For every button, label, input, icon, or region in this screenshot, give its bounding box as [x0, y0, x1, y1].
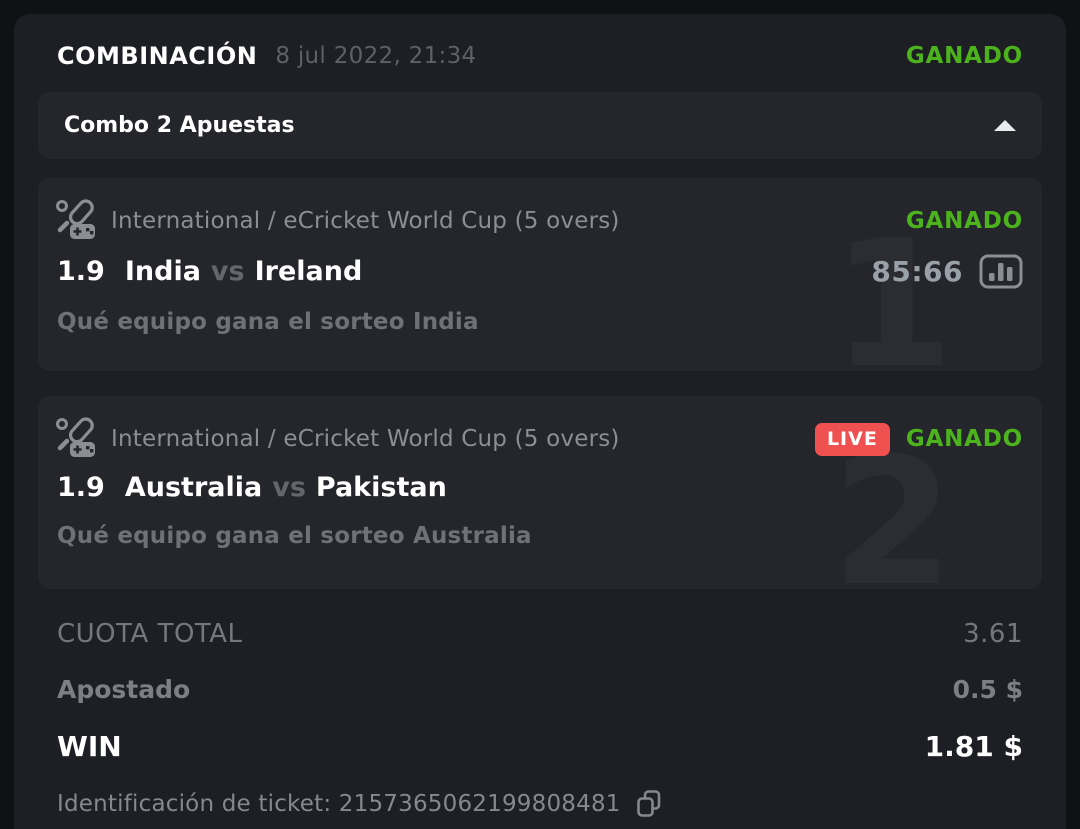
chevron-up-icon[interactable]	[994, 120, 1016, 131]
vs-separator: vs	[210, 256, 245, 287]
ticket-date: 8 jul 2022, 21:34	[275, 43, 477, 69]
odds-value: 1.9	[57, 256, 105, 287]
bet-status-badge: GANADO	[905, 426, 1023, 452]
ticket-id: Identificación de ticket: 21573650621998…	[57, 791, 621, 817]
total-odds-label: CUOTA TOTAL	[57, 619, 243, 649]
odds-value: 1.9	[57, 472, 105, 503]
win-label: WIN	[57, 730, 122, 763]
win-value: 1.81 $	[924, 730, 1023, 763]
stake-label: Apostado	[57, 675, 191, 704]
market-description: Qué equipo gana el sorteo India	[57, 309, 479, 335]
ticket-summary: CUOTA TOTAL 3.61 Apostado 0.5 $ WIN 1.81…	[38, 619, 1042, 819]
combo-label: Combo 2 Apuestas	[64, 113, 295, 138]
ticket-status-badge: GANADO	[905, 43, 1023, 69]
bet-index-watermark: 2	[831, 420, 954, 590]
bet-status-badge: GANADO	[905, 208, 1023, 234]
bet-ticket-panel: COMBINACIÓN 8 jul 2022, 21:34 GANADO Com…	[14, 14, 1066, 829]
team-home: Australia	[124, 472, 263, 503]
bet-card-2: 2 International / eCricket World Cup (5 …	[38, 396, 1042, 589]
combo-accordion-toggle[interactable]: Combo 2 Apuestas	[38, 92, 1042, 159]
team-home: India	[124, 256, 201, 287]
vs-separator: vs	[272, 472, 306, 503]
stats-chart-button[interactable]	[979, 254, 1023, 289]
ticket-header: COMBINACIÓN 8 jul 2022, 21:34 GANADO	[38, 14, 1042, 92]
ecricket-sport-icon	[56, 417, 95, 457]
copy-icon[interactable]	[635, 789, 663, 819]
total-odds-value: 3.61	[963, 619, 1023, 649]
bet-index-watermark: 1	[831, 202, 954, 372]
live-badge-label: LIVE	[814, 422, 890, 456]
team-away: Pakistan	[315, 472, 447, 503]
market-description: Qué equipo gana el sorteo Australia	[57, 523, 532, 549]
league-breadcrumb: International / eCricket World Cup (5 ov…	[111, 426, 620, 452]
stake-value: 0.5 $	[952, 675, 1023, 704]
live-badge: LIVE GANADO	[814, 422, 1023, 456]
team-away: Ireland	[254, 256, 363, 287]
bet-card-1: 1 International / eCricket World Cup (5 …	[38, 178, 1042, 371]
ecricket-sport-icon	[56, 199, 95, 239]
ticket-type-label: COMBINACIÓN	[57, 42, 258, 70]
match-score: 85:66	[871, 255, 963, 288]
league-breadcrumb: International / eCricket World Cup (5 ov…	[111, 208, 620, 234]
